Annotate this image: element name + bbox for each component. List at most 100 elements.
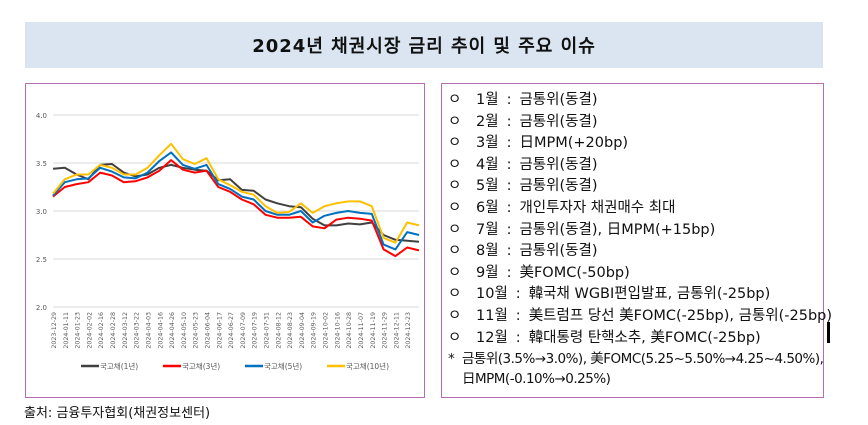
- issue-month: 12월: [476, 329, 508, 346]
- issue-separator: :: [506, 221, 512, 238]
- issue-separator: :: [506, 199, 512, 216]
- rate-line-chart: 2.0 2.5 3.0 3.5 4.0 2023-12-29 2024-01-11 2024-…: [36, 112, 420, 371]
- x-tick-label: 2024-02-16: [98, 312, 105, 349]
- issue-separator: :: [506, 92, 512, 108]
- x-tick-label: 2024-08-23: [287, 312, 294, 349]
- issue-text: 금통위(동결): [519, 92, 598, 108]
- bullet-icon: ㅇ: [448, 243, 462, 260]
- bullet-icon: ㅇ: [448, 199, 462, 216]
- bullet-icon: ㅇ: [448, 307, 462, 324]
- bullet-icon: ㅇ: [448, 264, 462, 281]
- issue-text: 금통위(동결), 日MPM(+15bp): [519, 221, 716, 238]
- x-tick-label: 2024-10-28: [346, 312, 353, 349]
- footnote-mark: *: [448, 351, 455, 368]
- issue-text: 美트럼프 당선 美FOMC(-25bp), 금통위(-25bp): [528, 307, 833, 324]
- x-tick-label: 2024-04-16: [157, 312, 164, 349]
- issue-text: 美FOMC(-50bp): [519, 264, 630, 281]
- series-line-3: [52, 151, 420, 251]
- issue-item: ㅇ 4월: 금통위(동결): [448, 155, 832, 177]
- issue-item: ㅇ 5월: 금통위(동결): [448, 176, 832, 198]
- x-tick-label: 2024-09-19: [311, 312, 318, 349]
- issue-text: 韓국채 WGBI편입발표, 금통위(-25bp): [528, 286, 771, 303]
- issues-panel: ㅇ 1월: 금통위(동결) ㅇ 2월: 금통위(동결) ㅇ 3월: 日MPM(+20bp) ㅇ 4월…: [441, 83, 832, 398]
- x-tick-label: 2024-10-02: [323, 312, 330, 349]
- x-tick-label: 2024-05-23: [193, 312, 200, 349]
- bullet-icon: ㅇ: [448, 221, 462, 238]
- x-tick-label: 2024-12-11: [393, 312, 400, 349]
- x-tick-label: 2024-01-23: [75, 312, 82, 349]
- series-line-2: [52, 159, 420, 258]
- x-tick-label: 2024-12-23: [405, 312, 412, 349]
- issue-month: 3월: [476, 135, 499, 152]
- issue-month: 10월: [476, 286, 508, 303]
- issue-item: ㅇ 10월: 韓국채 WGBI편입발표, 금통위(-25bp): [448, 284, 832, 306]
- issue-month: 7월: [476, 221, 499, 238]
- issue-separator: :: [515, 286, 521, 303]
- y-tick-label: 4.0: [36, 112, 47, 120]
- x-tick-label: 2024-04-26: [169, 312, 176, 349]
- series-line-1: [52, 163, 420, 243]
- legend-label: 국고채(10년): [346, 361, 389, 371]
- series-line-4: [52, 142, 420, 244]
- bullet-icon: ㅇ: [448, 329, 462, 346]
- issue-text: 금통위(동결): [519, 178, 598, 195]
- issue-text: 금통위(동결): [519, 243, 598, 260]
- x-tick-label: 2024-06-17: [216, 312, 223, 349]
- issue-item: ㅇ 2월: 금통위(동결): [448, 112, 832, 134]
- issue-item: ㅇ 12월: 韓대통령 탄핵소추, 美FOMC(-25bp): [448, 328, 832, 350]
- footnote-line-2: 日MPM(-0.10%→0.25%): [448, 369, 832, 389]
- issue-month: 4월: [476, 156, 499, 173]
- x-tick-label: 2024-06-04: [204, 312, 211, 349]
- x-tick-label: 2024-07-31: [264, 312, 271, 349]
- issue-month: 1월: [476, 92, 499, 108]
- issue-item: ㅇ 3월: 日MPM(+20bp): [448, 133, 832, 155]
- x-tick-label: 2024-08-12: [275, 312, 282, 349]
- issue-text: 日MPM(+20bp): [519, 135, 629, 152]
- issue-month: 9월: [476, 264, 499, 281]
- footnote-text-1: 금통위(3.5%→3.0%), 美FOMC(5.25~5.50%→4.25~4.…: [462, 351, 824, 368]
- x-tick-label: 2024-09-04: [299, 312, 306, 349]
- issue-separator: :: [506, 156, 512, 173]
- x-tick-label: 2024-11-29: [382, 312, 389, 349]
- issue-separator: :: [506, 135, 512, 152]
- issue-month: 2월: [476, 113, 499, 130]
- bullet-icon: ㅇ: [448, 286, 462, 303]
- x-tick-label: 2024-02-28: [110, 312, 117, 349]
- x-tick-label: 2024-05-10: [181, 312, 188, 349]
- bullet-icon: ㅇ: [448, 178, 462, 195]
- issue-text: 금통위(동결): [519, 156, 598, 173]
- footnote-line-1: * 금통위(3.5%→3.0%), 美FOMC(5.25~5.50%→4.25~4…: [448, 349, 832, 369]
- issue-separator: :: [506, 264, 512, 281]
- rate-chart-panel: 2.0 2.5 3.0 3.5 4.0 2023-12-29 2024-01-11 2024-…: [25, 83, 425, 398]
- source-note: 출처: 금융투자협회(채권정보센터): [24, 406, 211, 421]
- y-tick-label: 2.5: [36, 256, 47, 264]
- issue-month: 5월: [476, 178, 499, 195]
- x-tick-label: 2024-07-19: [252, 312, 259, 349]
- issue-item: ㅇ 8월: 금통위(동결): [448, 241, 832, 263]
- issue-separator: :: [515, 307, 521, 324]
- x-tick-label: 2024-11-19: [370, 312, 377, 349]
- x-tick-label: 2024-07-09: [240, 312, 247, 349]
- x-tick-label: 2024-04-03: [145, 312, 152, 349]
- issue-text: 개인투자자 채권매수 최대: [519, 199, 676, 216]
- issue-item: ㅇ 7월: 금통위(동결), 日MPM(+15bp): [448, 220, 832, 242]
- issue-separator: :: [506, 178, 512, 195]
- y-tick-label: 3.0: [36, 208, 47, 216]
- bullet-icon: ㅇ: [448, 156, 462, 173]
- text-cursor: [827, 322, 830, 343]
- issues-list: ㅇ 1월: 금통위(동결) ㅇ 2월: 금통위(동결) ㅇ 3월: 日MPM(+20bp) ㅇ 4월…: [448, 90, 832, 389]
- y-tick-label: 3.5: [36, 160, 47, 168]
- x-tick-label: 2024-11-07: [358, 312, 365, 349]
- bullet-icon: ㅇ: [448, 92, 462, 108]
- x-tick-label: 2024-03-22: [134, 312, 141, 349]
- issue-item: ㅇ 9월: 美FOMC(-50bp): [448, 263, 832, 285]
- issue-month: 11월: [476, 307, 508, 324]
- bullet-icon: ㅇ: [448, 135, 462, 152]
- legend-label: 국고채(5년): [264, 361, 302, 371]
- issue-separator: :: [515, 329, 521, 346]
- page-title: 2024년 채권시장 금리 추이 및 주요 이슈: [25, 22, 823, 68]
- legend-label: 국고채(1년): [100, 361, 138, 371]
- x-tick-label: 2024-10-16: [334, 312, 341, 349]
- issue-text: 금통위(동결): [519, 113, 598, 130]
- issue-month: 6월: [476, 199, 499, 216]
